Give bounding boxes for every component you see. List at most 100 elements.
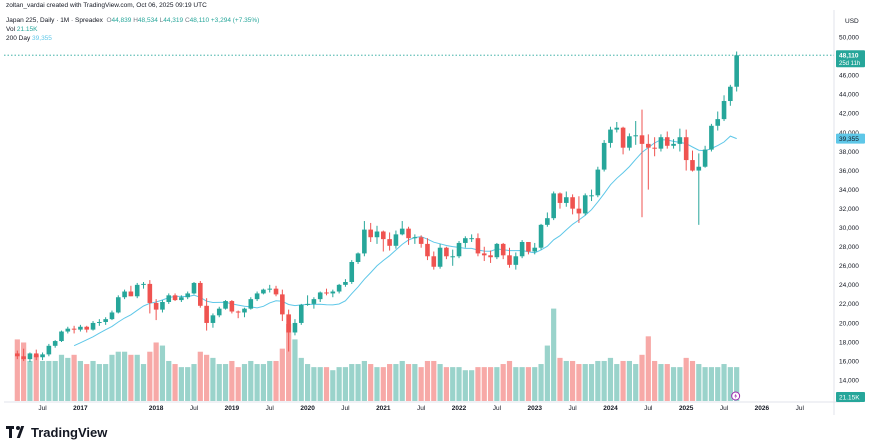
- candle-body: [488, 255, 493, 258]
- candle-body: [690, 160, 695, 171]
- volume-bar: [702, 367, 708, 401]
- volume-bar: [229, 360, 235, 401]
- volume-bar: [614, 364, 620, 401]
- candle-body: [368, 229, 373, 238]
- candle-body: [166, 295, 172, 302]
- price-tick-label: 42,000: [839, 111, 859, 118]
- price-tick-label: 24,000: [839, 282, 859, 289]
- volume-bar: [84, 364, 90, 401]
- volume-bar: [273, 360, 279, 401]
- tradingview-logo-icon: [6, 426, 26, 438]
- volume-bar: [210, 357, 216, 401]
- volume-bar: [355, 364, 361, 401]
- volume-bar: [393, 364, 399, 401]
- high-label: H: [133, 17, 138, 24]
- ma-legend-label: 200 Day: [6, 35, 31, 42]
- candle-body: [444, 247, 449, 257]
- volume-bar: [469, 370, 475, 401]
- candle-body: [658, 137, 664, 149]
- time-tick-label: 2017: [73, 405, 88, 412]
- candle-body: [160, 301, 165, 310]
- volume-bar: [77, 360, 84, 401]
- time-tick-label: 2026: [755, 405, 770, 412]
- volume-bar: [172, 364, 178, 401]
- candle-body: [191, 282, 197, 294]
- candle-body: [90, 322, 96, 330]
- volume-bar: [361, 360, 367, 401]
- candle-body: [128, 291, 134, 297]
- volume-bar: [734, 367, 740, 401]
- candle-body: [709, 125, 714, 150]
- candlestick-series: [15, 51, 739, 363]
- candle-body: [59, 331, 64, 342]
- volume-bar: [14, 339, 20, 401]
- candle-body: [179, 297, 184, 301]
- time-tick-label: 2025: [679, 405, 694, 412]
- ma-badge: [836, 133, 865, 144]
- volume-bar: [437, 364, 443, 401]
- volume-bar: [708, 367, 715, 401]
- high-value: 48,534: [137, 17, 158, 24]
- candle-body: [147, 283, 153, 303]
- volume-bar: [121, 351, 128, 401]
- volume-bar: [443, 367, 449, 401]
- volume-bar: [241, 364, 248, 401]
- volume-bar: [254, 364, 260, 401]
- volume-bar: [380, 367, 386, 401]
- price-tick-label: 22,000: [839, 301, 859, 308]
- candle-body: [280, 294, 285, 315]
- candle-body: [526, 241, 531, 252]
- candle-body: [519, 241, 525, 257]
- candle-body: [412, 237, 418, 239]
- candle-body: [311, 299, 317, 304]
- candle-body: [317, 292, 323, 300]
- volume-bar: [607, 357, 614, 401]
- volume-bar: [197, 351, 203, 401]
- candle-body: [343, 281, 348, 285]
- volume-bar: [633, 364, 639, 401]
- time-tick-label: Jul: [417, 405, 426, 412]
- volume-bar: [58, 354, 65, 401]
- candle-body: [456, 242, 462, 257]
- candle-body: [463, 238, 468, 243]
- candle-body: [261, 289, 266, 294]
- volume-bar: [405, 364, 412, 401]
- volume-bar: [286, 324, 292, 401]
- candle-body: [620, 127, 626, 148]
- candle-body: [204, 305, 209, 323]
- time-tick-label: Jul: [493, 405, 502, 412]
- volume-bar: [582, 364, 588, 401]
- candle-body: [362, 229, 367, 254]
- volume-bar: [563, 360, 569, 401]
- candle-body: [671, 143, 676, 146]
- volume-badge-value: 21.15K: [839, 395, 860, 402]
- volume-bar: [721, 364, 727, 401]
- time-tick-label: Jul: [568, 405, 577, 412]
- volume-bar: [260, 364, 267, 401]
- candle-body: [494, 243, 500, 258]
- time-tick-label: Jul: [266, 405, 275, 412]
- candle-body: [33, 353, 39, 358]
- volume-legend: Vol 21.15K: [6, 26, 37, 34]
- candle-body: [109, 312, 115, 320]
- volume-bar: [330, 370, 336, 401]
- candle-body: [734, 55, 739, 87]
- candle-body: [576, 208, 582, 214]
- volume-badge: [836, 392, 865, 402]
- volume-bar: [191, 364, 197, 401]
- candle-body: [513, 256, 519, 265]
- volume-bar: [65, 357, 71, 401]
- volume-bar: [52, 360, 58, 401]
- volume-bar: [21, 342, 27, 401]
- candle-body: [545, 218, 550, 225]
- volume-bar: [279, 348, 285, 401]
- volume-bar: [178, 367, 184, 401]
- volume-bar: [481, 367, 487, 401]
- volume-bar: [387, 364, 393, 401]
- open-label: O: [106, 17, 112, 24]
- candle-body: [481, 253, 487, 256]
- time-tick-label: 2019: [225, 405, 240, 412]
- volume-bar: [450, 367, 456, 401]
- candle-body: [507, 255, 512, 265]
